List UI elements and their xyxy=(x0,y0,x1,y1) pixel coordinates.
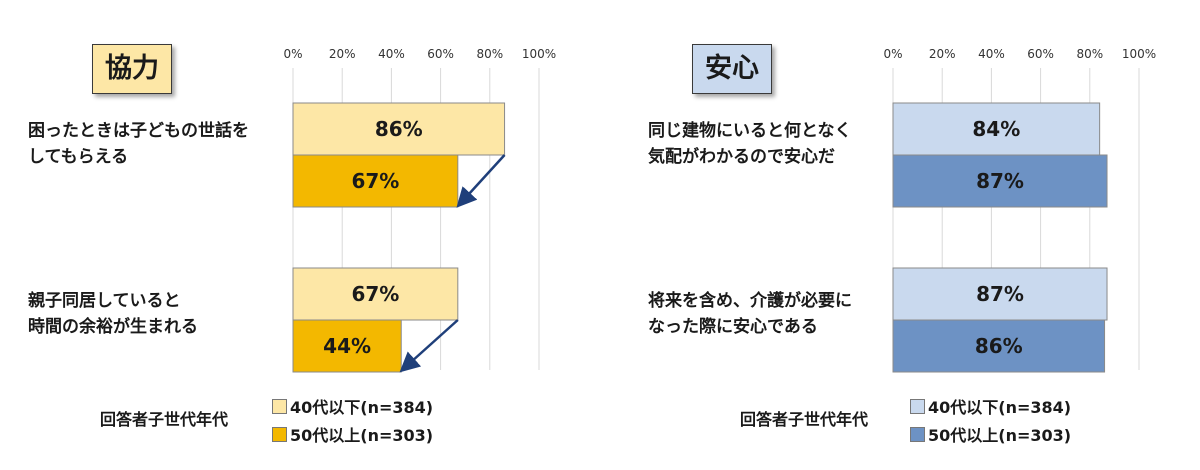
data-label: 44% xyxy=(323,334,371,358)
data-label: 67% xyxy=(351,169,399,193)
legend-item: 50代以上(n=303) xyxy=(910,422,1071,446)
legend-swatch xyxy=(272,398,287,414)
legend-label: 50代以上(n=303) xyxy=(928,426,1072,445)
chart-panel-kyoryoku: 協力 困ったときは子どもの世話を してもらえる 親子同居していると 時間の余裕が… xyxy=(28,44,556,446)
bar xyxy=(892,102,1101,156)
category-label: 同じ建物にいると何となく 気配がわかるので安心だ xyxy=(648,118,908,170)
data-label: 87% xyxy=(976,282,1024,306)
tick-label: 0% xyxy=(883,47,902,61)
chart-panel-anshin: 安心 同じ建物にいると何となく 気配がわかるので安心だ 将来を含め、介護が必要に… xyxy=(600,0,1200,470)
tick-label: 100% xyxy=(522,47,556,61)
category-label: 困ったときは子どもの世話を してもらえる xyxy=(28,118,288,170)
bar-plot: 0% 20% 40% 60% 80% 100% 84% 87% 87% 86% xyxy=(883,47,1156,373)
legend-swatch xyxy=(910,426,925,442)
tick-label: 0% xyxy=(283,47,302,61)
tick-label: 60% xyxy=(1027,47,1054,61)
category-label-line: 親子同居していると xyxy=(28,291,181,311)
tick-label: 40% xyxy=(978,47,1005,61)
legend-swatch xyxy=(910,398,925,414)
data-label: 67% xyxy=(351,282,399,306)
tick-label: 40% xyxy=(378,47,405,61)
category-label-line: なった際に安心である xyxy=(648,317,818,337)
legend-item: 40代以下(n=384) xyxy=(272,394,433,418)
tick-label: 80% xyxy=(1076,47,1103,61)
data-label: 86% xyxy=(975,334,1023,358)
category-label-line: 気配がわかるので安心だ xyxy=(648,147,835,167)
tick-label: 100% xyxy=(1122,47,1156,61)
bar xyxy=(292,267,459,321)
category-label: 親子同居していると 時間の余裕が生まれる xyxy=(28,288,288,340)
tick-label: 20% xyxy=(929,47,956,61)
legend-label: 40代以下(n=384) xyxy=(928,398,1072,417)
category-label-line: 困ったときは子どもの世話を xyxy=(28,121,249,141)
bar-plot: 0% 20% 40% 60% 80% 100% 86% 67% 67% 44% xyxy=(283,47,556,373)
legend-caption: 回答者子世代年代 xyxy=(100,410,229,429)
legend-label: 50代以上(n=303) xyxy=(290,426,434,445)
chart-title: 協力 xyxy=(92,44,172,94)
trend-arrow xyxy=(456,154,506,208)
legend-swatch xyxy=(272,426,287,442)
bar xyxy=(292,102,506,156)
bar xyxy=(892,319,1106,373)
bar xyxy=(292,154,459,208)
category-label-line: してもらえる xyxy=(28,147,129,167)
bar xyxy=(892,267,1108,321)
bar xyxy=(892,154,1108,208)
tick-label: 80% xyxy=(476,47,503,61)
bar xyxy=(292,319,402,373)
trend-arrow xyxy=(399,319,459,373)
chart-title: 安心 xyxy=(692,44,772,94)
data-label: 84% xyxy=(972,117,1020,141)
category-label: 将来を含め、介護が必要に なった際に安心である xyxy=(648,288,908,340)
category-label-line: 将来を含め、介護が必要に xyxy=(648,291,852,311)
legend-caption: 回答者子世代年代 xyxy=(740,410,869,429)
legend-item: 50代以上(n=303) xyxy=(272,422,433,446)
category-label-line: 同じ建物にいると何となく xyxy=(648,121,852,141)
tick-label: 60% xyxy=(427,47,454,61)
legend-item: 40代以下(n=384) xyxy=(910,394,1071,418)
data-label: 87% xyxy=(976,169,1024,193)
data-label: 86% xyxy=(375,117,423,141)
tick-label: 20% xyxy=(329,47,356,61)
category-label-line: 時間の余裕が生まれる xyxy=(28,317,198,337)
legend-label: 40代以下(n=384) xyxy=(290,398,434,417)
